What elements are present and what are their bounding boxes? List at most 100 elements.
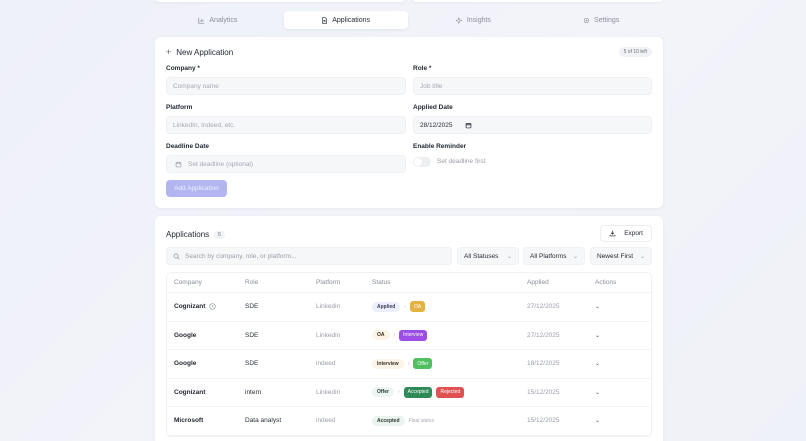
company-label: Company * <box>166 65 200 72</box>
role-cell: Data analyst <box>245 417 282 425</box>
chevron-down-icon: ⌄ <box>572 253 578 260</box>
gear-icon <box>583 17 590 23</box>
applied-date-cell: 27/12/2025 <box>527 331 560 339</box>
search-input[interactable]: Search by company, role, or platform... <box>166 247 452 265</box>
company-name: Cognizant <box>174 303 206 311</box>
tab-label: Insights <box>466 16 491 24</box>
actions-cell: ⌄ <box>594 417 649 424</box>
status-filter-select[interactable]: All Statuses ⌄ <box>457 247 519 265</box>
tab-settings[interactable]: Settings <box>539 11 663 29</box>
platform-cell: Linkedin <box>316 303 341 311</box>
download-icon <box>609 230 616 237</box>
next-status-button-accepted[interactable]: Accepted <box>403 386 433 398</box>
applications-heading: Applications 5 <box>166 230 225 239</box>
applied-date-cell: 27/12/2025 <box>527 303 560 311</box>
company-placeholder: Company name <box>173 82 219 90</box>
company-cell: Cognizant <box>167 303 245 310</box>
column-role[interactable]: Role <box>245 279 259 286</box>
company-name: Google <box>174 360 197 368</box>
document-icon <box>322 16 328 24</box>
sort-select[interactable]: Newest First ⌄ <box>590 247 652 265</box>
export-button[interactable]: Export <box>600 225 652 242</box>
status-cell: OA › Interview <box>372 329 527 341</box>
previous-card-right <box>413 0 663 2</box>
platform-cell: Linkedin <box>316 331 341 339</box>
status-cell: Applied › OA <box>372 301 527 313</box>
applications-count: 5 <box>214 230 225 239</box>
table-row[interactable]: Cognizant intern Linkedin Offer › Accepted Rej… <box>167 379 651 407</box>
role-input[interactable]: Job title <box>413 77 652 95</box>
tab-label: Settings <box>593 16 620 24</box>
next-status-button-rejected[interactable]: Rejected <box>436 386 465 398</box>
platform-filter-select[interactable]: All Platforms ⌄ <box>523 247 585 265</box>
chevron-down-icon: ⌄ <box>639 253 645 260</box>
tab-insights[interactable]: Insights <box>412 11 536 29</box>
platform-cell: Linkedin <box>316 388 341 396</box>
plus-icon: + <box>166 47 172 57</box>
applied-date-value: 28/12/2025 <box>420 121 453 129</box>
role-label: Role * <box>413 65 432 72</box>
expand-row-chevron-icon[interactable]: ⌄ <box>595 418 601 425</box>
applied-date-cell: 15/12/2025 <box>527 417 560 425</box>
next-status-button-oa[interactable]: OA <box>410 301 426 313</box>
company-name: Google <box>174 331 197 339</box>
table-row[interactable]: Microsoft Data analyst indeed Accepted Final… <box>167 407 651 436</box>
platform-placeholder: LinkedIn, Indeed, etc. <box>173 121 236 129</box>
sort-value: Newest First <box>597 252 634 260</box>
platform-input[interactable]: LinkedIn, Indeed, etc. <box>166 116 406 134</box>
company-input[interactable]: Company name <box>166 77 406 95</box>
status-badge: Interview <box>372 358 404 369</box>
final-status-note: Final status <box>408 417 435 424</box>
column-platform[interactable]: Platform <box>316 279 341 286</box>
new-application-heading: + New Application <box>166 47 233 57</box>
deadline-label: Deadline Date <box>166 143 209 150</box>
chevron-down-icon: ⌄ <box>506 253 512 260</box>
platform-cell: indeed <box>316 360 336 368</box>
next-status-button-interview[interactable]: Interview <box>399 329 428 341</box>
table-row[interactable]: Google SDE Linkedin OA › Interview 27/12/2025 ⌄ <box>167 322 651 350</box>
tab-label: Applications <box>332 16 370 24</box>
applications-card: Applications 5 Export Search by company,… <box>155 216 663 441</box>
table-row[interactable]: Cognizant SDE Linkedin Applied › OA 27/12/2025… <box>167 293 651 322</box>
status-cell: Accepted Final status <box>372 415 527 426</box>
clock-icon <box>209 303 217 310</box>
chevron-right-icon: › <box>397 389 400 396</box>
column-applied[interactable]: Applied <box>527 279 549 286</box>
status-cell: Offer › Accepted Rejected <box>372 386 527 398</box>
role-placeholder: Job title <box>420 82 443 90</box>
expand-row-chevron-icon[interactable]: ⌄ <box>595 389 601 396</box>
reminder-hint: Set deadline first <box>437 158 486 165</box>
reminder-toggle[interactable] <box>413 157 431 167</box>
tab-analytics[interactable]: Analytics <box>156 11 280 29</box>
role-cell: intern <box>245 388 262 396</box>
column-status[interactable]: Status <box>372 279 391 286</box>
table-body: Cognizant SDE Linkedin Applied › OA 27/12/2025… <box>167 293 651 436</box>
next-status-button-offer[interactable]: Offer <box>413 358 433 370</box>
expand-row-chevron-icon[interactable]: ⌄ <box>595 361 601 368</box>
table-row[interactable]: Google SDE indeed Interview › Offer 18/12/2025… <box>167 350 651 379</box>
main-tabs: Analytics Applications Insights Settings <box>156 11 663 29</box>
company-cell: Google <box>167 332 245 339</box>
calendar-icon[interactable] <box>465 122 472 129</box>
status-badge: Accepted <box>372 415 405 426</box>
status-filter-value: All Statuses <box>464 252 499 260</box>
platform-cell: indeed <box>316 417 336 425</box>
applied-date-input[interactable]: 28/12/2025 <box>413 116 652 134</box>
column-company[interactable]: Company <box>174 279 202 286</box>
tab-applications[interactable]: Applications <box>283 11 408 29</box>
calendar-icon <box>175 161 182 167</box>
deadline-input[interactable]: Set deadline (optional) <box>166 155 406 173</box>
quota-badge: 5 of 10 left <box>618 47 652 57</box>
search-icon <box>173 253 180 260</box>
export-label: Export <box>624 230 643 237</box>
applied-date-label: Applied Date <box>413 104 453 111</box>
applied-date-cell: 18/12/2025 <box>527 360 560 368</box>
expand-row-chevron-icon[interactable]: ⌄ <box>595 332 601 339</box>
column-actions: Actions <box>595 279 617 286</box>
add-application-button[interactable]: Add Application <box>166 180 227 197</box>
chevron-right-icon: › <box>407 360 410 367</box>
status-badge: Offer <box>372 387 394 398</box>
status-badge: Applied <box>372 301 401 312</box>
expand-row-chevron-icon[interactable]: ⌄ <box>595 304 601 311</box>
company-name: Cognizant <box>174 388 206 396</box>
